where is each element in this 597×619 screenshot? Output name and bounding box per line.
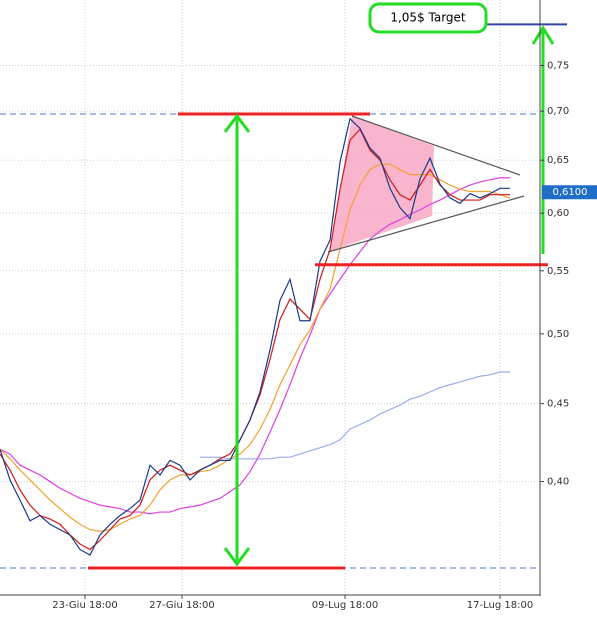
y-tick-label: 0,40 — [547, 477, 569, 488]
lines — [0, 117, 511, 556]
x-tick-label: 23-Giu 18:00 — [52, 600, 118, 611]
y-tick-label: 0,60 — [547, 208, 569, 219]
arrow-head — [223, 113, 251, 133]
y-tick-label: 0,45 — [547, 399, 569, 410]
y-tick-label: 0,55 — [547, 266, 569, 277]
target-box — [368, 2, 488, 34]
last-price-label: 0,6100 — [553, 187, 588, 198]
arrow-head — [531, 25, 555, 45]
grid — [0, 0, 540, 595]
target-label: 1,05$ Target — [390, 11, 466, 25]
annotations — [0, 23, 567, 570]
series-line — [0, 117, 510, 556]
series-line — [0, 177, 510, 515]
y-tick-label: 0,70 — [547, 106, 569, 117]
series-line — [200, 371, 510, 460]
last-price-box — [542, 185, 597, 200]
x-tick-label: 09-Lug 18:00 — [312, 600, 378, 611]
y-tick-label: 0,75 — [547, 60, 569, 71]
x-tick-label: 17-Lug 18:00 — [467, 600, 533, 611]
pennant-upper — [351, 115, 521, 176]
series-line — [0, 163, 511, 532]
y-tick-label: 0,50 — [547, 329, 569, 340]
arrow-head — [223, 547, 251, 567]
x-tick-label: 27-Giu 18:00 — [149, 600, 215, 611]
arrows — [223, 25, 555, 567]
pennant-lower — [327, 195, 525, 253]
y-tick-label: 0,65 — [547, 155, 569, 166]
